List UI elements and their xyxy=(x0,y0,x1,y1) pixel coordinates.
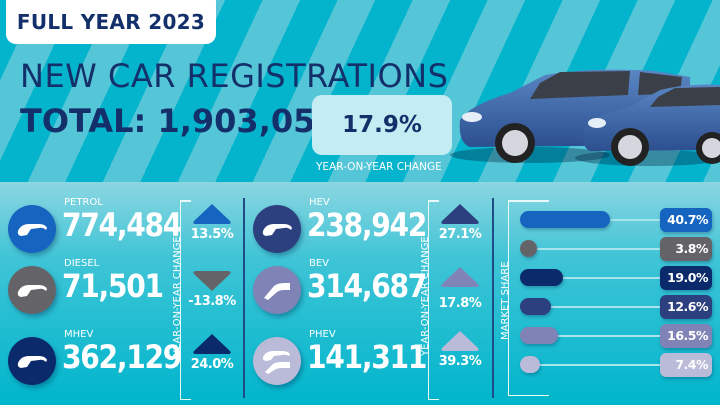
period-badge: FULL YEAR 2023 xyxy=(6,0,216,44)
total-yoy-caption: YEAR-ON-YEAR CHANGE xyxy=(316,161,442,173)
share-value: 12.6% xyxy=(660,295,712,319)
yoy-value: 27.1% xyxy=(438,227,482,242)
leader-line xyxy=(530,277,670,279)
yoy-axis-label: YEAR-ON-YEAR CHANGE xyxy=(420,236,431,356)
market-share-label: MARKET SHARE xyxy=(500,261,511,340)
fuel-row-hev: HEV 238,942 xyxy=(253,197,427,257)
total-yoy-box: 17.9% xyxy=(312,95,452,155)
fuel-pump-icon xyxy=(8,337,56,385)
yoy-indicator-bev: 17.8% xyxy=(439,266,482,324)
yoy-indicator-diesel: -13.8% xyxy=(188,270,236,328)
total-registrations: TOTAL: 1,903,054 xyxy=(20,102,338,140)
fuel-pump-icon xyxy=(8,205,56,253)
fuel-label: PETROL xyxy=(64,197,103,208)
leader-line xyxy=(530,306,670,308)
arrow-up-icon xyxy=(441,204,479,224)
market-share-bracket xyxy=(508,200,549,396)
yoy-bracket-right xyxy=(428,200,494,400)
yoy-indicator-petrol: 13.5% xyxy=(191,203,234,261)
market-share-row-bev: 16.5% xyxy=(520,324,720,348)
fuel-label: BEV xyxy=(309,258,330,269)
fuel-label: HEV xyxy=(309,197,330,208)
yoy-value: 39.3% xyxy=(438,354,482,369)
leader-line xyxy=(530,248,670,250)
share-bar xyxy=(520,356,540,373)
fuel-value: 141,311 xyxy=(307,338,427,376)
share-bar xyxy=(520,298,551,315)
period-label: FULL YEAR 2023 xyxy=(16,10,206,34)
fuel-row-phev: PHEV 141,311 xyxy=(253,329,427,389)
yoy-value: 24.0% xyxy=(190,357,234,372)
share-bar xyxy=(520,211,610,228)
yoy-axis-label: YEAR-ON-YEAR CHANGE xyxy=(172,236,183,356)
share-bar xyxy=(520,240,537,257)
fuel-value: 774,484 xyxy=(62,206,182,244)
page-title: NEW CAR REGISTRATIONS xyxy=(20,57,449,95)
header-banner: FULL YEAR 2023 NEW CAR REGISTRATIONS TOT… xyxy=(0,0,720,182)
fuel-label: PHEV xyxy=(309,329,336,340)
fuel-label: MHEV xyxy=(64,329,94,340)
fuel-pump-icon xyxy=(253,205,301,253)
ev-plug-icon xyxy=(253,266,301,314)
fuel-row-mhev: MHEV 362,129 xyxy=(8,329,182,389)
yoy-indicator-phev: 39.3% xyxy=(439,330,482,388)
fuel-value: 238,942 xyxy=(307,206,427,244)
fuel-pump-icon xyxy=(8,266,56,314)
share-bar xyxy=(520,327,558,344)
yoy-value: 13.5% xyxy=(190,227,234,242)
share-value: 19.0% xyxy=(660,266,712,290)
share-value: 3.8% xyxy=(660,237,712,261)
column-divider xyxy=(243,198,245,398)
market-share-row-petrol: 40.7% xyxy=(520,208,720,232)
share-bar xyxy=(520,269,563,286)
market-share-row-phev: 7.4% xyxy=(520,353,720,377)
fuel-row-petrol: PETROL 774,484 xyxy=(8,197,182,257)
yoy-value: -13.8% xyxy=(188,294,236,309)
yoy-indicator-mhev: 24.0% xyxy=(191,333,234,391)
cars-illustration xyxy=(450,69,720,166)
arrow-down-icon xyxy=(193,271,231,291)
fuel-row-diesel: DIESEL 71,501 xyxy=(8,258,168,318)
total-yoy-value: 17.9% xyxy=(342,112,422,138)
fuel-label: DIESEL xyxy=(64,258,100,269)
arrow-up-icon xyxy=(441,267,479,287)
yoy-indicator-hev: 27.1% xyxy=(439,203,482,261)
market-share-row-diesel: 3.8% xyxy=(520,237,720,261)
fuel-value: 314,687 xyxy=(307,267,427,305)
arrow-up-icon xyxy=(193,204,231,224)
share-value: 40.7% xyxy=(660,208,712,232)
fuel-row-bev: BEV 314,687 xyxy=(253,258,427,318)
leader-line xyxy=(530,364,670,366)
arrow-up-icon xyxy=(441,331,479,351)
yoy-value: 17.8% xyxy=(438,296,482,311)
market-share-row-hev: 12.6% xyxy=(520,295,720,319)
column-divider xyxy=(492,198,494,398)
share-value: 7.4% xyxy=(660,353,712,377)
yoy-bracket-left xyxy=(180,200,246,400)
fuel-and-plug-icon xyxy=(253,337,301,385)
market-share-row-mhev: 19.0% xyxy=(520,266,720,290)
leader-line xyxy=(530,335,670,337)
share-value: 16.5% xyxy=(660,324,712,348)
fuel-value: 71,501 xyxy=(62,267,164,305)
fuel-value: 362,129 xyxy=(62,338,182,376)
arrow-up-icon xyxy=(193,334,231,354)
